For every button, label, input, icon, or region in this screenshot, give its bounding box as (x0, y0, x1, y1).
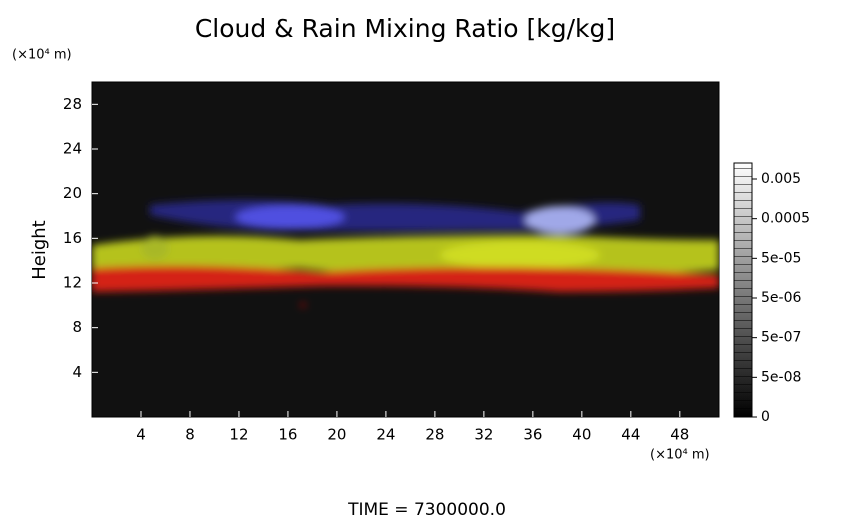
y-tick-label: 8 (72, 318, 82, 336)
x-tick-label: 28 (425, 426, 444, 444)
y-tick-label: 28 (63, 95, 82, 113)
colorbar-tick-label: 0 (761, 409, 770, 425)
y-unit: (×10⁴ m) (12, 48, 72, 63)
colorbar-tick-label: 0.005 (761, 171, 801, 187)
x-tick-label: 40 (572, 426, 591, 444)
colorbar-tick-label: 5e-07 (761, 330, 801, 346)
colorbar-tick-label: 5e-05 (761, 250, 801, 266)
x-tick-label: 48 (670, 426, 689, 444)
chart-title: Cloud & Rain Mixing Ratio [kg/kg] (195, 14, 615, 43)
y-axis-label: Height (29, 220, 50, 280)
x-tick-label: 36 (523, 426, 542, 444)
y-tick-label: 4 (72, 363, 82, 381)
x-tick-label: 16 (278, 426, 297, 444)
x-tick-label: 8 (185, 426, 195, 444)
x-tick-label: 12 (229, 426, 248, 444)
y-tick-label: 24 (63, 140, 82, 158)
y-tick-label: 12 (63, 274, 82, 292)
footer: TIME = 7300000.0 (347, 500, 506, 519)
colorbar-tick-label: 5e-06 (761, 290, 801, 306)
colorbar-tick-label: 0.0005 (761, 211, 810, 227)
x-tick-label: 20 (327, 426, 346, 444)
x-tick-label: 32 (474, 426, 493, 444)
cloud-render (92, 200, 719, 307)
colorbar-tick-label: 5e-08 (761, 369, 801, 385)
y-tick-label: 20 (63, 184, 82, 202)
y-tick-label: 16 (63, 229, 82, 247)
x-tick-label: 4 (136, 426, 146, 444)
x-tick-label: 44 (621, 426, 640, 444)
colorbar-lines (734, 163, 752, 417)
x-tick-label: 24 (376, 426, 395, 444)
x-unit: (×10⁴ m) (650, 448, 710, 463)
